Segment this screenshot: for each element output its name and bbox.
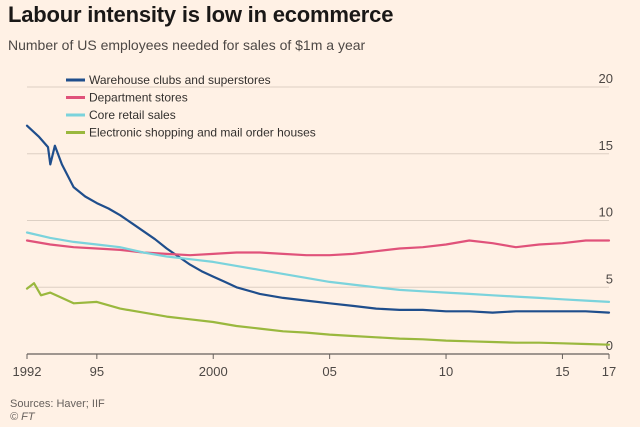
source-note: Sources: Haver; IIF: [10, 398, 105, 410]
y-tick-label: 15: [599, 138, 613, 153]
chart-title: Labour intensity is low in ecommerce: [8, 2, 394, 27]
x-tick-label: 15: [555, 364, 569, 379]
credit-note: © FT: [10, 411, 35, 423]
legend-label: Core retail sales: [89, 108, 176, 122]
legend-label: Warehouse clubs and superstores: [89, 73, 271, 87]
x-tick-label: 95: [90, 364, 104, 379]
y-tick-label: 10: [599, 205, 613, 220]
series-line-3: [25, 231, 611, 303]
x-tick-label: 05: [322, 364, 336, 379]
legend-label: Department stores: [89, 91, 188, 105]
chart-subtitle: Number of US employees needed for sales …: [8, 37, 366, 53]
y-tick-label: 20: [599, 71, 613, 86]
legend: Warehouse clubs and superstores Departmen…: [66, 73, 316, 140]
series-line-2: [25, 239, 611, 257]
x-tick-label: 17: [602, 364, 616, 379]
x-tick-label: 1992: [13, 364, 42, 379]
legend-label: Electronic shopping and mail order house…: [89, 126, 316, 140]
series-line-4: [25, 282, 611, 346]
series-line-1: [25, 124, 611, 314]
x-tick-label: 2000: [199, 364, 228, 379]
series-lines: [25, 124, 611, 346]
y-tick-label: 5: [606, 271, 613, 286]
x-axis-ticks: 1992 95 2000 05 10 15 17: [13, 354, 616, 379]
x-tick-label: 10: [439, 364, 453, 379]
